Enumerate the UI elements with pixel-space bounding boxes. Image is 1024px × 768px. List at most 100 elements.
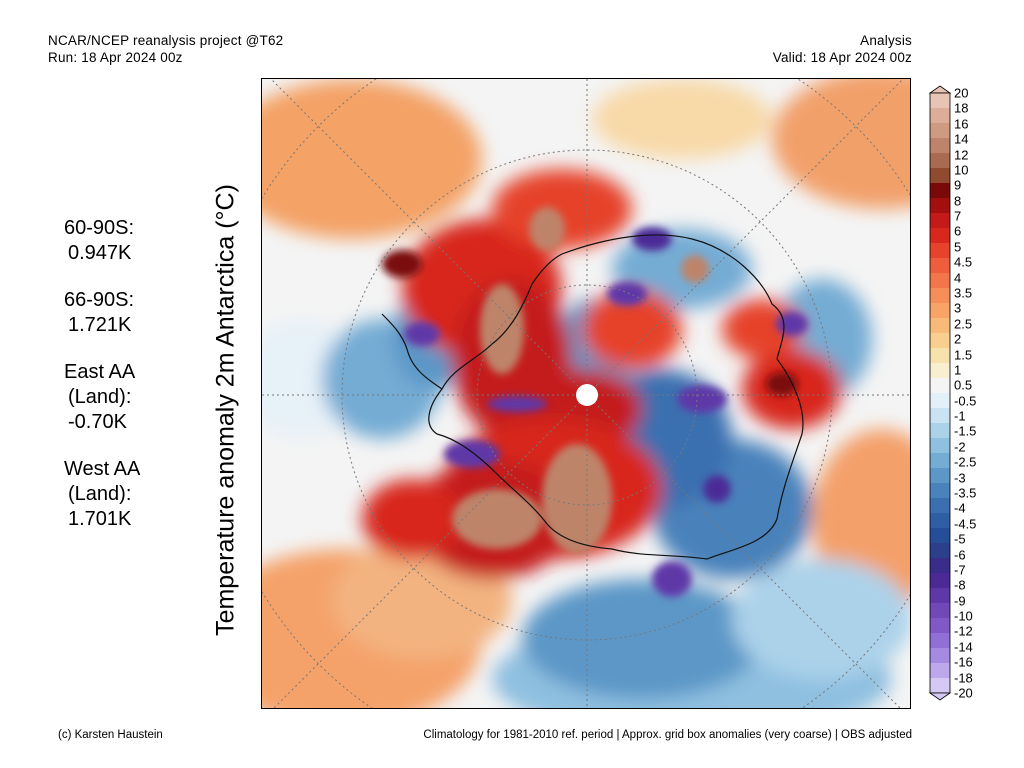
colorbar-tick-label: -20 [954,685,973,701]
colorbar-swatch [930,528,950,544]
colorbar-swatch [930,468,950,484]
colorbar-swatch [930,513,950,529]
colorbar-swatch [930,168,950,184]
colorbar-swatch [930,348,950,364]
colorbar-tick-label: -18 [954,670,973,686]
colorbar-swatch [930,423,950,439]
colorbar-tick-label: -16 [954,654,973,670]
colorbar-tick-label: 7 [954,208,962,224]
colorbar-tick-label: 16 [954,116,969,132]
stat-label: West AA [64,458,141,480]
colorbar-swatch [930,543,950,559]
anomaly-map [261,78,911,709]
colorbar-swatch [930,618,950,634]
colorbar-tick-label: -12 [954,623,973,639]
colorbar-tick-label: 10 [954,162,969,178]
anomaly-extremes [382,207,808,597]
colorbar-swatch [930,363,950,379]
colorbar-tick-label: 3 [954,300,962,316]
colorbar-tick-label: -10 [954,608,973,624]
colorbar-swatch [930,123,950,139]
colorbar-tick-label: -0.5 [954,393,977,409]
colorbar-tick-label: 8 [954,193,962,209]
south-pole-marker [576,384,598,406]
header-left: NCAR/NCEP reanalysis project @T62 Run: 1… [48,32,283,66]
colorbar-tick-label: -7 [954,562,966,578]
colorbar-swatch [930,333,950,349]
colorbar-swatch [930,213,950,229]
stat-east-aa: East AA (Land): -0.70K [64,360,140,435]
colorbar-tick-label: 0.5 [954,377,973,393]
colorbar-swatch [930,198,950,214]
colorbar-tick-label: -14 [954,639,973,655]
colorbar-swatch [930,273,950,289]
colorbar-swatch [930,303,950,319]
stat-value: 1.721K [68,314,132,336]
colorbar-tick-label: 6 [954,223,962,239]
colorbar-tick-label: 2 [954,331,962,347]
stat-value: 1.701K [68,508,132,530]
colorbar-swatch [930,573,950,589]
stat-66-90s: 66-90S: 1.721K [64,288,140,338]
colorbar-tick-label: 18 [954,100,969,116]
colorbar-swatch [930,243,950,259]
colorbar-tick-label: 1.5 [954,347,973,363]
colorbar-tick-label: 14 [954,131,969,147]
antarctic-peninsula [381,313,443,390]
colorbar-labels: 20 18 16 14 12 10 9 8 7 6 5 4.5 4 3.5 3 2.5 2 1.5 1 0.5 -0.5… [954,87,1014,700]
colorbar [928,85,952,701]
colorbar-tick-label: 1 [954,362,962,378]
stat-label-sub: (Land): [68,386,132,408]
header-right: Analysis Valid: 18 Apr 2024 00z [773,32,912,66]
stat-60-90s: 60-90S: 0.947K [64,216,140,266]
stat-value: 0.947K [68,242,132,264]
stat-label: East AA [64,361,136,383]
colorbar-tick-label: -2 [954,439,966,455]
colorbar-swatch [930,483,950,499]
colorbar-top-arrow [928,85,952,94]
map-title: Temperature anomaly 2m Antarctica (°C) [211,184,240,636]
colorbar-swatch [930,558,950,574]
colorbar-tick-label: 9 [954,177,962,193]
antarctica-coastline [428,234,804,560]
colorbar-swatch [930,678,950,694]
colorbar-swatch [930,258,950,274]
colorbar-tick-label: -5 [954,531,966,547]
analysis-label: Analysis [860,33,912,48]
colorbar-tick-label: -3.5 [954,485,977,501]
stat-value: -0.70K [68,411,127,433]
colorbar-swatch [930,438,950,454]
colorbar-tick-label: -1 [954,408,966,424]
colorbar-swatch [930,663,950,679]
run-time: Run: 18 Apr 2024 00z [48,50,183,65]
colorbar-tick-label: 4 [954,270,962,286]
colorbar-swatch [930,138,950,154]
region-stats: 60-90S: 0.947K 66-90S: 1.721K East AA (L… [64,216,140,554]
colorbar-bottom-arrow [928,692,952,701]
colorbar-tick-label: 5 [954,239,962,255]
colorbar-swatch [930,318,950,334]
footer-note: Climatology for 1981-2010 ref. period | … [423,729,912,741]
colorbar-tick-label: -2.5 [954,454,977,470]
colorbar-swatch [930,393,950,409]
stat-label-sub: (Land): [68,483,132,505]
valid-time: Valid: 18 Apr 2024 00z [772,50,912,65]
colorbar-swatch [930,498,950,514]
colorbar-swatch [930,648,950,664]
stat-west-aa: West AA (Land): 1.701K [64,457,140,532]
colorbar-tick-label: -9 [954,593,966,609]
polar-projection [262,79,910,708]
stat-label: 66-90S: [64,289,135,311]
model-title: NCAR/NCEP reanalysis project @T62 [48,33,284,48]
colorbar-tick-label: 3.5 [954,285,973,301]
colorbar-tick-label: -6 [954,547,966,563]
colorbar-tick-label: -8 [954,577,966,593]
colorbar-tick-label: -4 [954,500,966,516]
colorbar-tick-label: 20 [954,85,969,101]
colorbar-tick-label: -4.5 [954,516,977,532]
colorbar-scale [928,85,952,701]
colorbar-tick-label: -3 [954,470,966,486]
stat-label: 60-90S: [64,217,135,239]
colorbar-swatch [930,228,950,244]
colorbar-swatch [930,183,950,199]
